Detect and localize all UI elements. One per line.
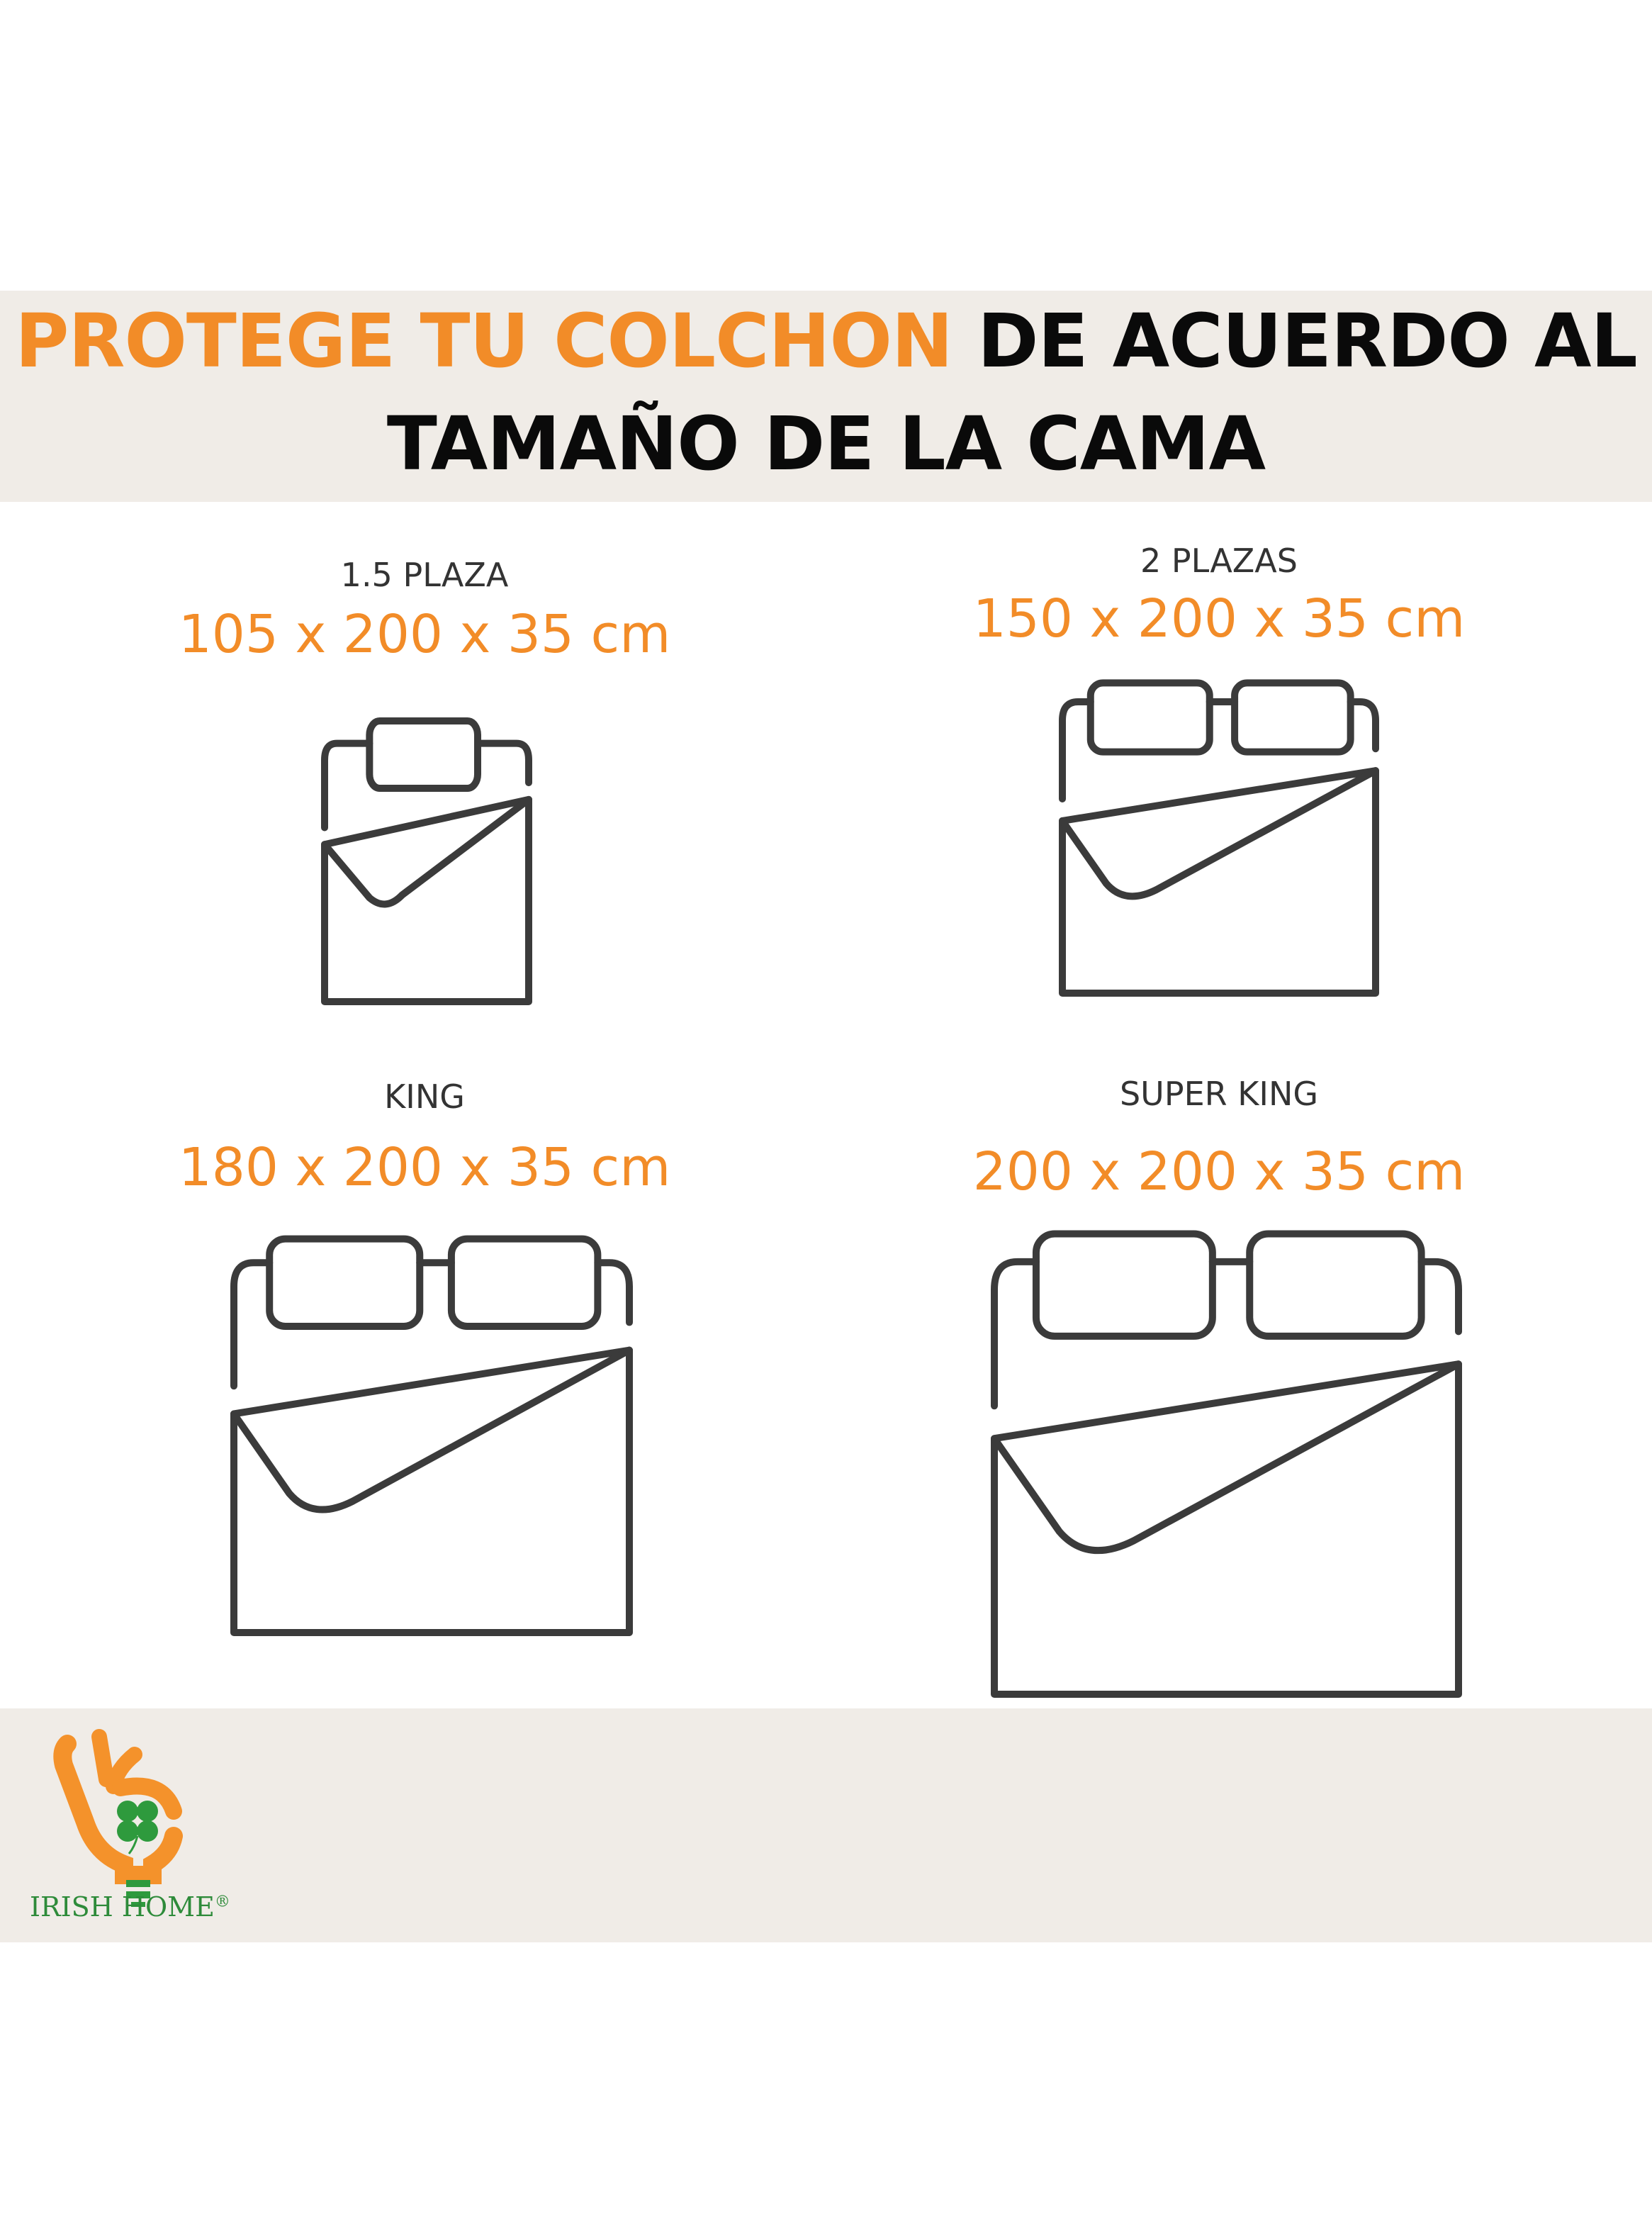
title-highlight: PROTEGE TU COLCHON bbox=[15, 298, 953, 384]
double-bed-icon bbox=[1062, 680, 1376, 993]
size-dimensions-2-plazas: 150 x 200 x 35 cm bbox=[972, 588, 1466, 649]
size-label-2-plazas: 2 PLAZAS bbox=[1140, 542, 1298, 580]
size-dimensions-1-5-plaza: 105 x 200 x 35 cm bbox=[178, 604, 671, 665]
size-dimensions-king: 180 x 200 x 35 cm bbox=[178, 1137, 671, 1198]
brand-name: IRISH HOME® bbox=[30, 1891, 230, 1923]
size-dimensions-super-king: 200 x 200 x 35 cm bbox=[972, 1141, 1466, 1202]
size-label-king: KING bbox=[384, 1078, 465, 1116]
size-label-super-king: SUPER KING bbox=[1119, 1075, 1319, 1113]
brand-text: IRISH HOME bbox=[30, 1891, 215, 1923]
irish-home-logo bbox=[53, 1729, 183, 1907]
header-band bbox=[0, 291, 1652, 502]
footer-band bbox=[0, 1708, 1652, 1942]
size-label-1-5-plaza: 1.5 PLAZA bbox=[340, 556, 509, 594]
page-title-line2: TAMAÑO DE LA CAMA bbox=[386, 401, 1266, 487]
double-bed-icon bbox=[234, 1235, 629, 1633]
single-bed-icon bbox=[325, 721, 529, 1002]
registered-mark: ® bbox=[214, 1893, 230, 1911]
double-bed-icon bbox=[994, 1229, 1459, 1694]
title-rest: DE ACUERDO AL bbox=[977, 298, 1638, 384]
page-title-line1: PROTEGE TU COLCHON DE ACUERDO AL bbox=[0, 298, 1652, 384]
